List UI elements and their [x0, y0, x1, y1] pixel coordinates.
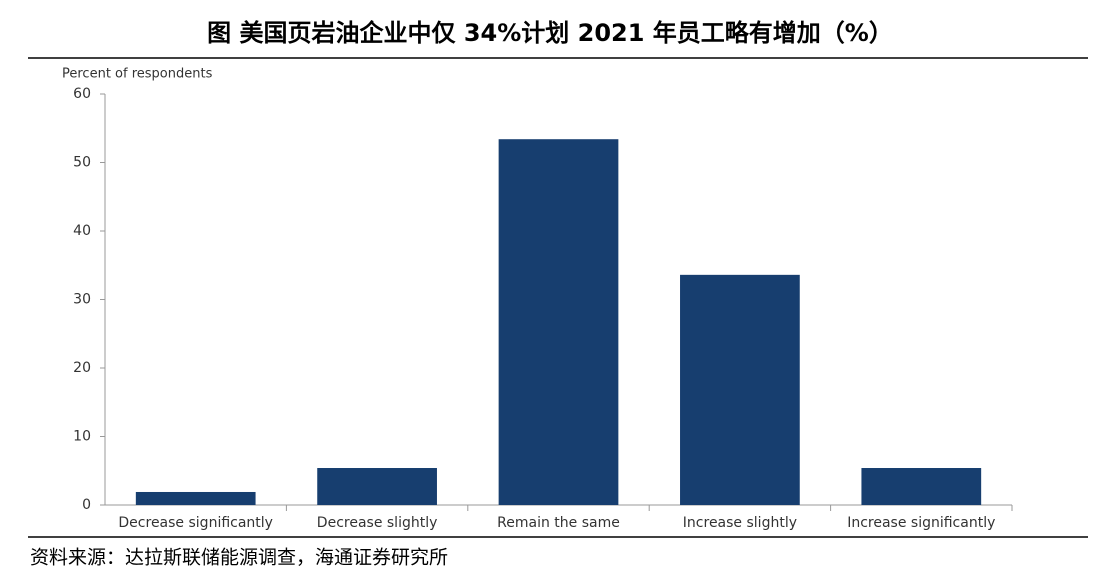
y-axis-label: Percent of respondents [62, 67, 213, 82]
chart-title: 图 美国页岩油企业中仅 34%计划 2021 年员工略有增加（%） [207, 19, 893, 47]
bar [680, 274, 800, 505]
bar [317, 468, 437, 505]
y-tick-label: 0 [82, 497, 91, 513]
bar [861, 468, 982, 505]
source-note: 资料来源：达拉斯联储能源调查，海通证券研究所 [30, 547, 448, 569]
y-tick-label: 40 [73, 223, 91, 239]
y-tick-label: 20 [73, 360, 91, 376]
y-tick-label: 50 [73, 155, 91, 171]
y-tick-label: 60 [73, 86, 91, 102]
y-tick-label: 30 [73, 292, 91, 308]
x-tick-label: Increase slightly [683, 515, 797, 531]
y-tick-label: 10 [73, 429, 91, 445]
x-tick-label: Remain the same [497, 515, 620, 531]
x-tick-label: Decrease slightly [317, 515, 438, 531]
bar [498, 139, 619, 505]
x-tick-label: Decrease significantly [118, 515, 273, 531]
x-tick-label: Increase significantly [847, 515, 995, 531]
bar [135, 491, 256, 505]
